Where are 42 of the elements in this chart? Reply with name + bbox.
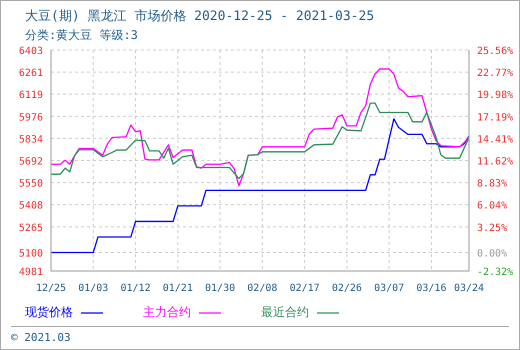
line-series <box>51 68 469 186</box>
y-tick-label: 5550 <box>18 178 43 190</box>
y-tick-label: 5100 <box>18 248 43 260</box>
x-tick-label: 01/12 <box>120 283 151 294</box>
x-tick-label: 12/25 <box>36 283 66 294</box>
legend-label: 现货价格 <box>25 304 73 321</box>
legend-label: 最近合约 <box>261 304 309 321</box>
y-tick-label: 6261 <box>18 68 43 80</box>
legend-label: 主力合约 <box>143 304 191 321</box>
y2-tick-label: 6.04% <box>477 200 508 212</box>
y2-tick-label: 17.19% <box>477 112 514 124</box>
x-tick-label: 01/21 <box>162 283 193 294</box>
y-tick-label: 4981 <box>18 267 43 278</box>
y2-tick-label: 22.77% <box>477 68 514 80</box>
y2-tick-label: 19.98% <box>477 90 514 102</box>
y-tick-label: 5408 <box>18 200 43 212</box>
text: © 2021.03 <box>11 331 71 344</box>
y-tick-label: 5692 <box>18 156 43 168</box>
y2-tick-label: 25.56% <box>477 46 514 57</box>
x-tick-label: 03/24 <box>454 283 484 294</box>
y2-tick-label: 14.41% <box>477 134 514 146</box>
y-tick-label: 5265 <box>18 222 43 234</box>
chart-title: 大豆(期) 黑龙江 市场价格 2020-12-25 - 2021-03-25 <box>25 8 374 25</box>
x-tick-label: 01/03 <box>78 283 108 294</box>
y2-tick-label: 11.62% <box>477 156 514 168</box>
y2-tick-label: 0.00% <box>477 248 508 260</box>
x-tick-label: 03/07 <box>374 283 404 294</box>
chart-subtitle: 分类:黄大豆 等级:3 <box>25 27 138 44</box>
y-tick-label: 5976 <box>18 112 43 124</box>
x-tick-label: 03/16 <box>416 283 446 294</box>
x-tick-label: 02/17 <box>290 283 320 294</box>
y-tick-label: 6403 <box>18 46 43 57</box>
x-tick-label: 02/08 <box>247 283 278 294</box>
x-tick-label: 02/26 <box>332 283 362 294</box>
y2-tick-label: -2.32% <box>477 267 514 278</box>
y-tick-label: 6119 <box>18 90 43 102</box>
y2-tick-label: 8.83% <box>477 178 508 190</box>
y-tick-label: 5834 <box>18 134 43 146</box>
y2-tick-label: 3.25% <box>477 222 508 234</box>
line-series <box>51 118 469 254</box>
x-tick-label: 01/30 <box>205 283 236 294</box>
line-series <box>51 102 469 180</box>
